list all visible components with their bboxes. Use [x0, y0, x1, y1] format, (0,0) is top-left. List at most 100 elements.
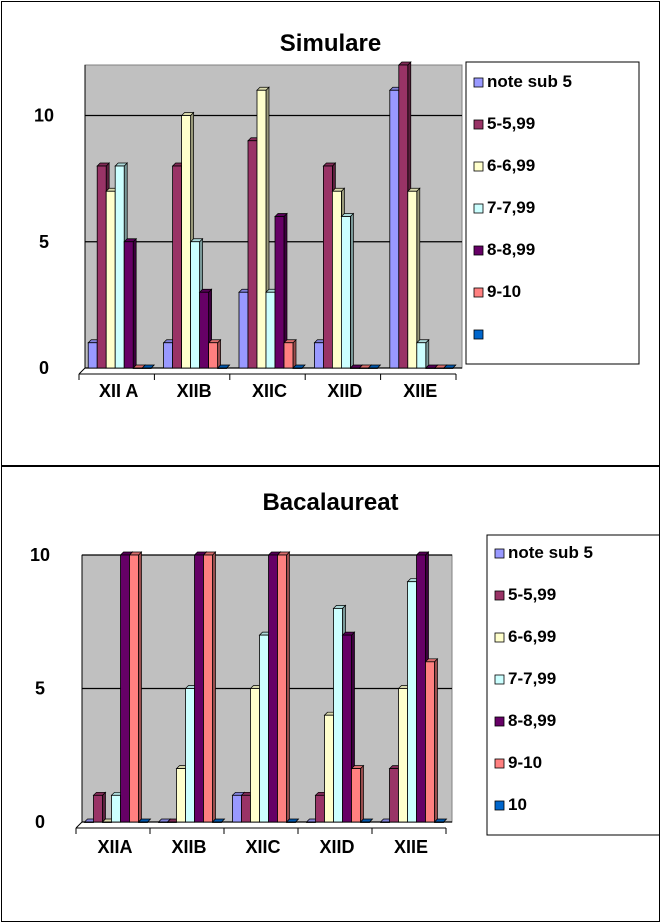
bar — [434, 367, 445, 369]
bar — [324, 714, 334, 823]
bar — [102, 821, 112, 823]
bar — [389, 89, 400, 369]
bar — [84, 821, 94, 823]
bar — [212, 821, 222, 823]
bar — [232, 794, 242, 823]
legend-swatch — [494, 548, 505, 559]
x-tick-label: XIIC — [245, 837, 280, 857]
legend-label: 6-6,99 — [508, 627, 556, 646]
bar — [114, 165, 125, 369]
bar — [407, 581, 417, 823]
legend-swatch — [494, 758, 505, 769]
bar — [87, 342, 98, 369]
legend-swatch — [494, 716, 505, 727]
bar — [199, 291, 210, 369]
bar-side — [425, 338, 430, 369]
y-tick-label: 10 — [34, 106, 54, 126]
bar — [217, 367, 228, 369]
bar — [141, 367, 152, 369]
bar — [425, 661, 435, 823]
bar — [322, 165, 333, 369]
x-tick-label: XIID — [327, 381, 362, 401]
bar — [367, 367, 378, 369]
chart-bacalaureat: 0 5 10 XIIA XIIB XIIC XIID XIIE note sub 5 5-5,99… — [30, 534, 659, 857]
legend-label: 8-8,99 — [508, 711, 556, 730]
bar-side — [102, 791, 106, 823]
bar-side — [434, 657, 438, 823]
bar — [340, 216, 351, 369]
bar — [138, 821, 148, 823]
bar — [315, 794, 325, 823]
x-tick-label: XIIB — [177, 381, 212, 401]
bar-side — [138, 551, 142, 823]
bar — [268, 554, 278, 823]
bar — [292, 367, 303, 369]
bar — [238, 291, 249, 369]
legend-swatch — [473, 329, 484, 340]
chart-title-bacalaureat: Bacalaureat — [262, 489, 399, 516]
legend-label: note sub 5 — [487, 72, 572, 91]
bar — [120, 554, 130, 823]
x-tick-label: XIID — [319, 837, 354, 857]
legend-label: note sub 5 — [508, 543, 593, 562]
legend-label: 5-5,99 — [508, 585, 556, 604]
legend-swatch — [494, 674, 505, 685]
bar — [259, 634, 269, 823]
legend-swatch — [473, 77, 484, 88]
bar — [331, 190, 342, 369]
legend-label: 9-10 — [487, 282, 521, 301]
x-tick-label: XIIE — [394, 837, 428, 857]
legend-box — [465, 61, 640, 365]
y-tick-label: 0 — [39, 358, 49, 378]
legend-swatch — [473, 245, 484, 256]
bar — [416, 342, 427, 369]
bar — [111, 794, 121, 823]
bar-side — [286, 551, 290, 823]
bar-side — [360, 764, 364, 823]
y-tick-label: 5 — [35, 679, 45, 699]
bar — [265, 291, 276, 369]
chart-panel-bacalaureat: Bacalaureat 0 5 10 XIIA XIIB XIIC XIID XIIE note… — [1, 466, 660, 922]
bar — [129, 554, 139, 823]
legend-label: 9-10 — [508, 753, 542, 772]
x-tick-label: XII A — [99, 381, 138, 401]
bar — [380, 821, 390, 823]
y-tick-label: 10 — [30, 545, 50, 565]
bar — [194, 554, 204, 823]
bar — [203, 554, 213, 823]
bar — [333, 607, 343, 823]
legend-swatch — [473, 203, 484, 214]
bar — [96, 165, 107, 369]
bar — [181, 115, 192, 369]
bar — [132, 367, 143, 369]
legend-swatch — [473, 287, 484, 298]
axis-corner — [75, 821, 83, 829]
axis-corner — [78, 367, 86, 375]
bar — [172, 165, 183, 369]
bar — [123, 241, 134, 369]
legend-label: 7-7,99 — [508, 669, 556, 688]
bar — [277, 554, 287, 823]
bar — [286, 821, 296, 823]
bar — [105, 190, 116, 369]
bar — [389, 768, 399, 823]
legend-label: 6-6,99 — [487, 156, 535, 175]
legend-label: 10 — [508, 795, 527, 814]
bar — [349, 367, 360, 369]
bar — [158, 821, 168, 823]
chart-title-simulare: Simulare — [279, 30, 382, 57]
bar — [163, 342, 174, 369]
y-tick-label: 5 — [39, 232, 49, 252]
legend-label: 8-8,99 — [487, 240, 535, 259]
legend-swatch — [494, 800, 505, 811]
chart-panel-simulare: Simulare 0 5 10 XII A XIIB XIIC XIID XIIE note s… — [1, 1, 660, 466]
legend-swatch — [494, 632, 505, 643]
bar-side — [292, 338, 297, 369]
bar — [342, 634, 352, 823]
bar — [250, 688, 260, 823]
bar — [256, 89, 267, 369]
bar-side — [212, 551, 216, 823]
bar — [351, 768, 361, 823]
bar — [185, 688, 195, 823]
bar-side — [350, 212, 354, 369]
